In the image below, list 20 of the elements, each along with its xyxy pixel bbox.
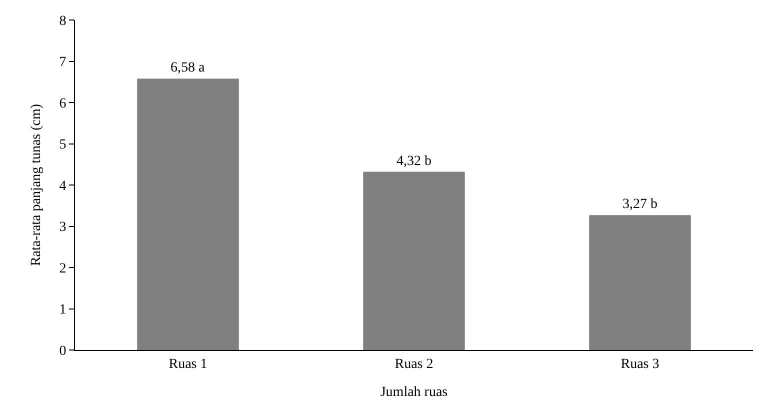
y-tick-label: 5	[59, 138, 66, 153]
x-tick-label: Ruas 1	[168, 356, 208, 372]
bar	[137, 78, 239, 350]
y-tick-label: 3	[59, 220, 66, 236]
data-label: 4,32 b	[396, 154, 432, 169]
y-tick-label: 8	[59, 14, 66, 29]
x-tick-label: Ruas 2	[394, 356, 434, 372]
x-tick-label: Ruas 3	[620, 356, 660, 372]
bar	[363, 172, 465, 350]
y-tick-label: 4	[59, 178, 66, 194]
y-tick-label: 2	[59, 261, 66, 276]
y-tick-label: 0	[59, 344, 66, 359]
y-tick-label: 1	[59, 302, 66, 318]
data-label: 3,27 b	[622, 197, 658, 212]
data-label: 6,58 a	[170, 60, 206, 76]
y-tick-label: 7	[59, 55, 66, 70]
y-tick-label: 6	[59, 96, 66, 112]
y-axis-title: Rata-rata panjang tunas (cm)	[28, 104, 44, 266]
x-axis-title: Jumlah ruas	[380, 385, 448, 400]
bar	[589, 215, 691, 350]
